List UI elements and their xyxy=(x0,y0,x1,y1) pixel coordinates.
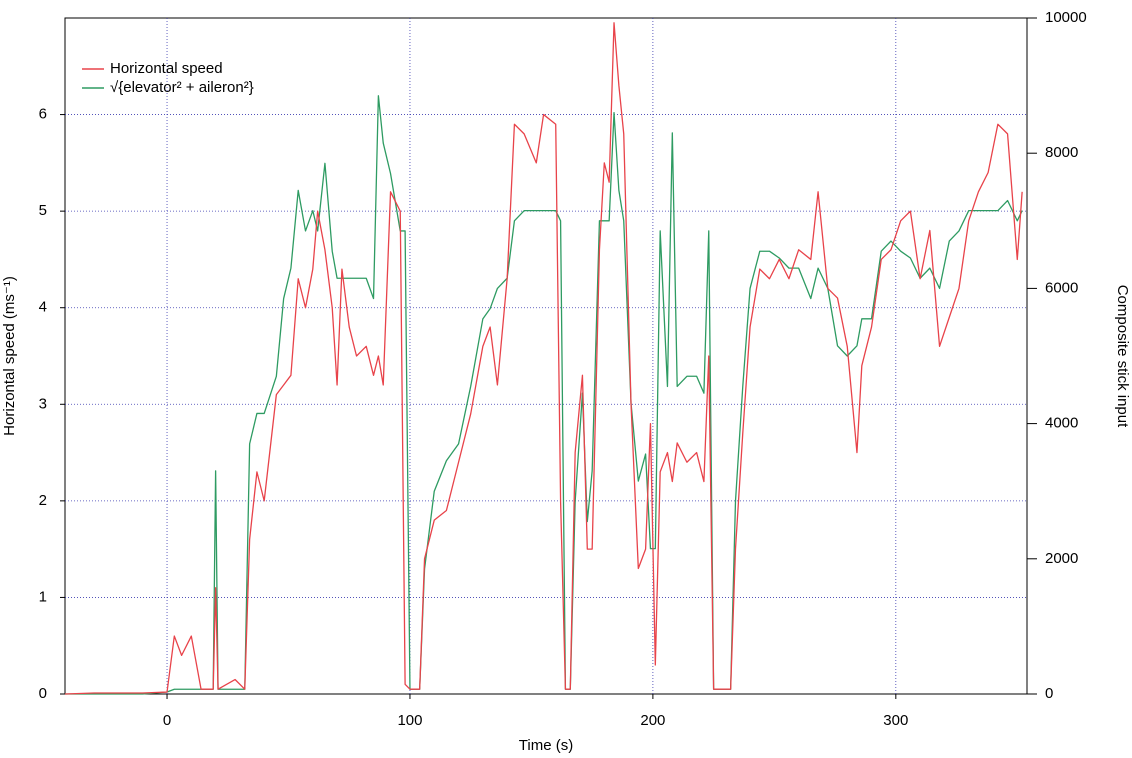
y-tick-label: 4 xyxy=(39,299,47,316)
y2-tick-label: 0 xyxy=(1045,685,1053,702)
x-tick-label: 200 xyxy=(640,712,665,729)
y2-tick-label: 8000 xyxy=(1045,144,1078,161)
y2-tick-label: 2000 xyxy=(1045,550,1078,567)
x-axis-label: Time (s) xyxy=(519,737,573,754)
x-tick-label: 300 xyxy=(883,712,908,729)
x-tick-label: 100 xyxy=(397,712,422,729)
y-tick-label: 1 xyxy=(39,588,47,605)
x-tick-label: 0 xyxy=(163,712,171,729)
y2-tick-label: 6000 xyxy=(1045,279,1078,296)
y-tick-label: 6 xyxy=(39,106,47,123)
y-tick-label: 0 xyxy=(39,685,47,702)
series-line xyxy=(64,22,1023,695)
series-line xyxy=(65,95,1023,695)
y-tick-label: 5 xyxy=(39,202,47,219)
y-axis-label: Horizontal speed (ms⁻¹) xyxy=(1,276,18,436)
y-tick-label: 3 xyxy=(39,395,47,412)
plot-frame xyxy=(64,17,1028,695)
y2-tick-label: 4000 xyxy=(1045,415,1078,432)
y2-tick-label: 10000 xyxy=(1045,9,1087,26)
legend-label: Horizontal speed xyxy=(110,60,223,77)
y-tick-label: 2 xyxy=(39,492,47,509)
legend-label: √{elevator² + aileron²} xyxy=(110,79,254,96)
y2-axis-label: Composite stick input xyxy=(1114,285,1131,428)
